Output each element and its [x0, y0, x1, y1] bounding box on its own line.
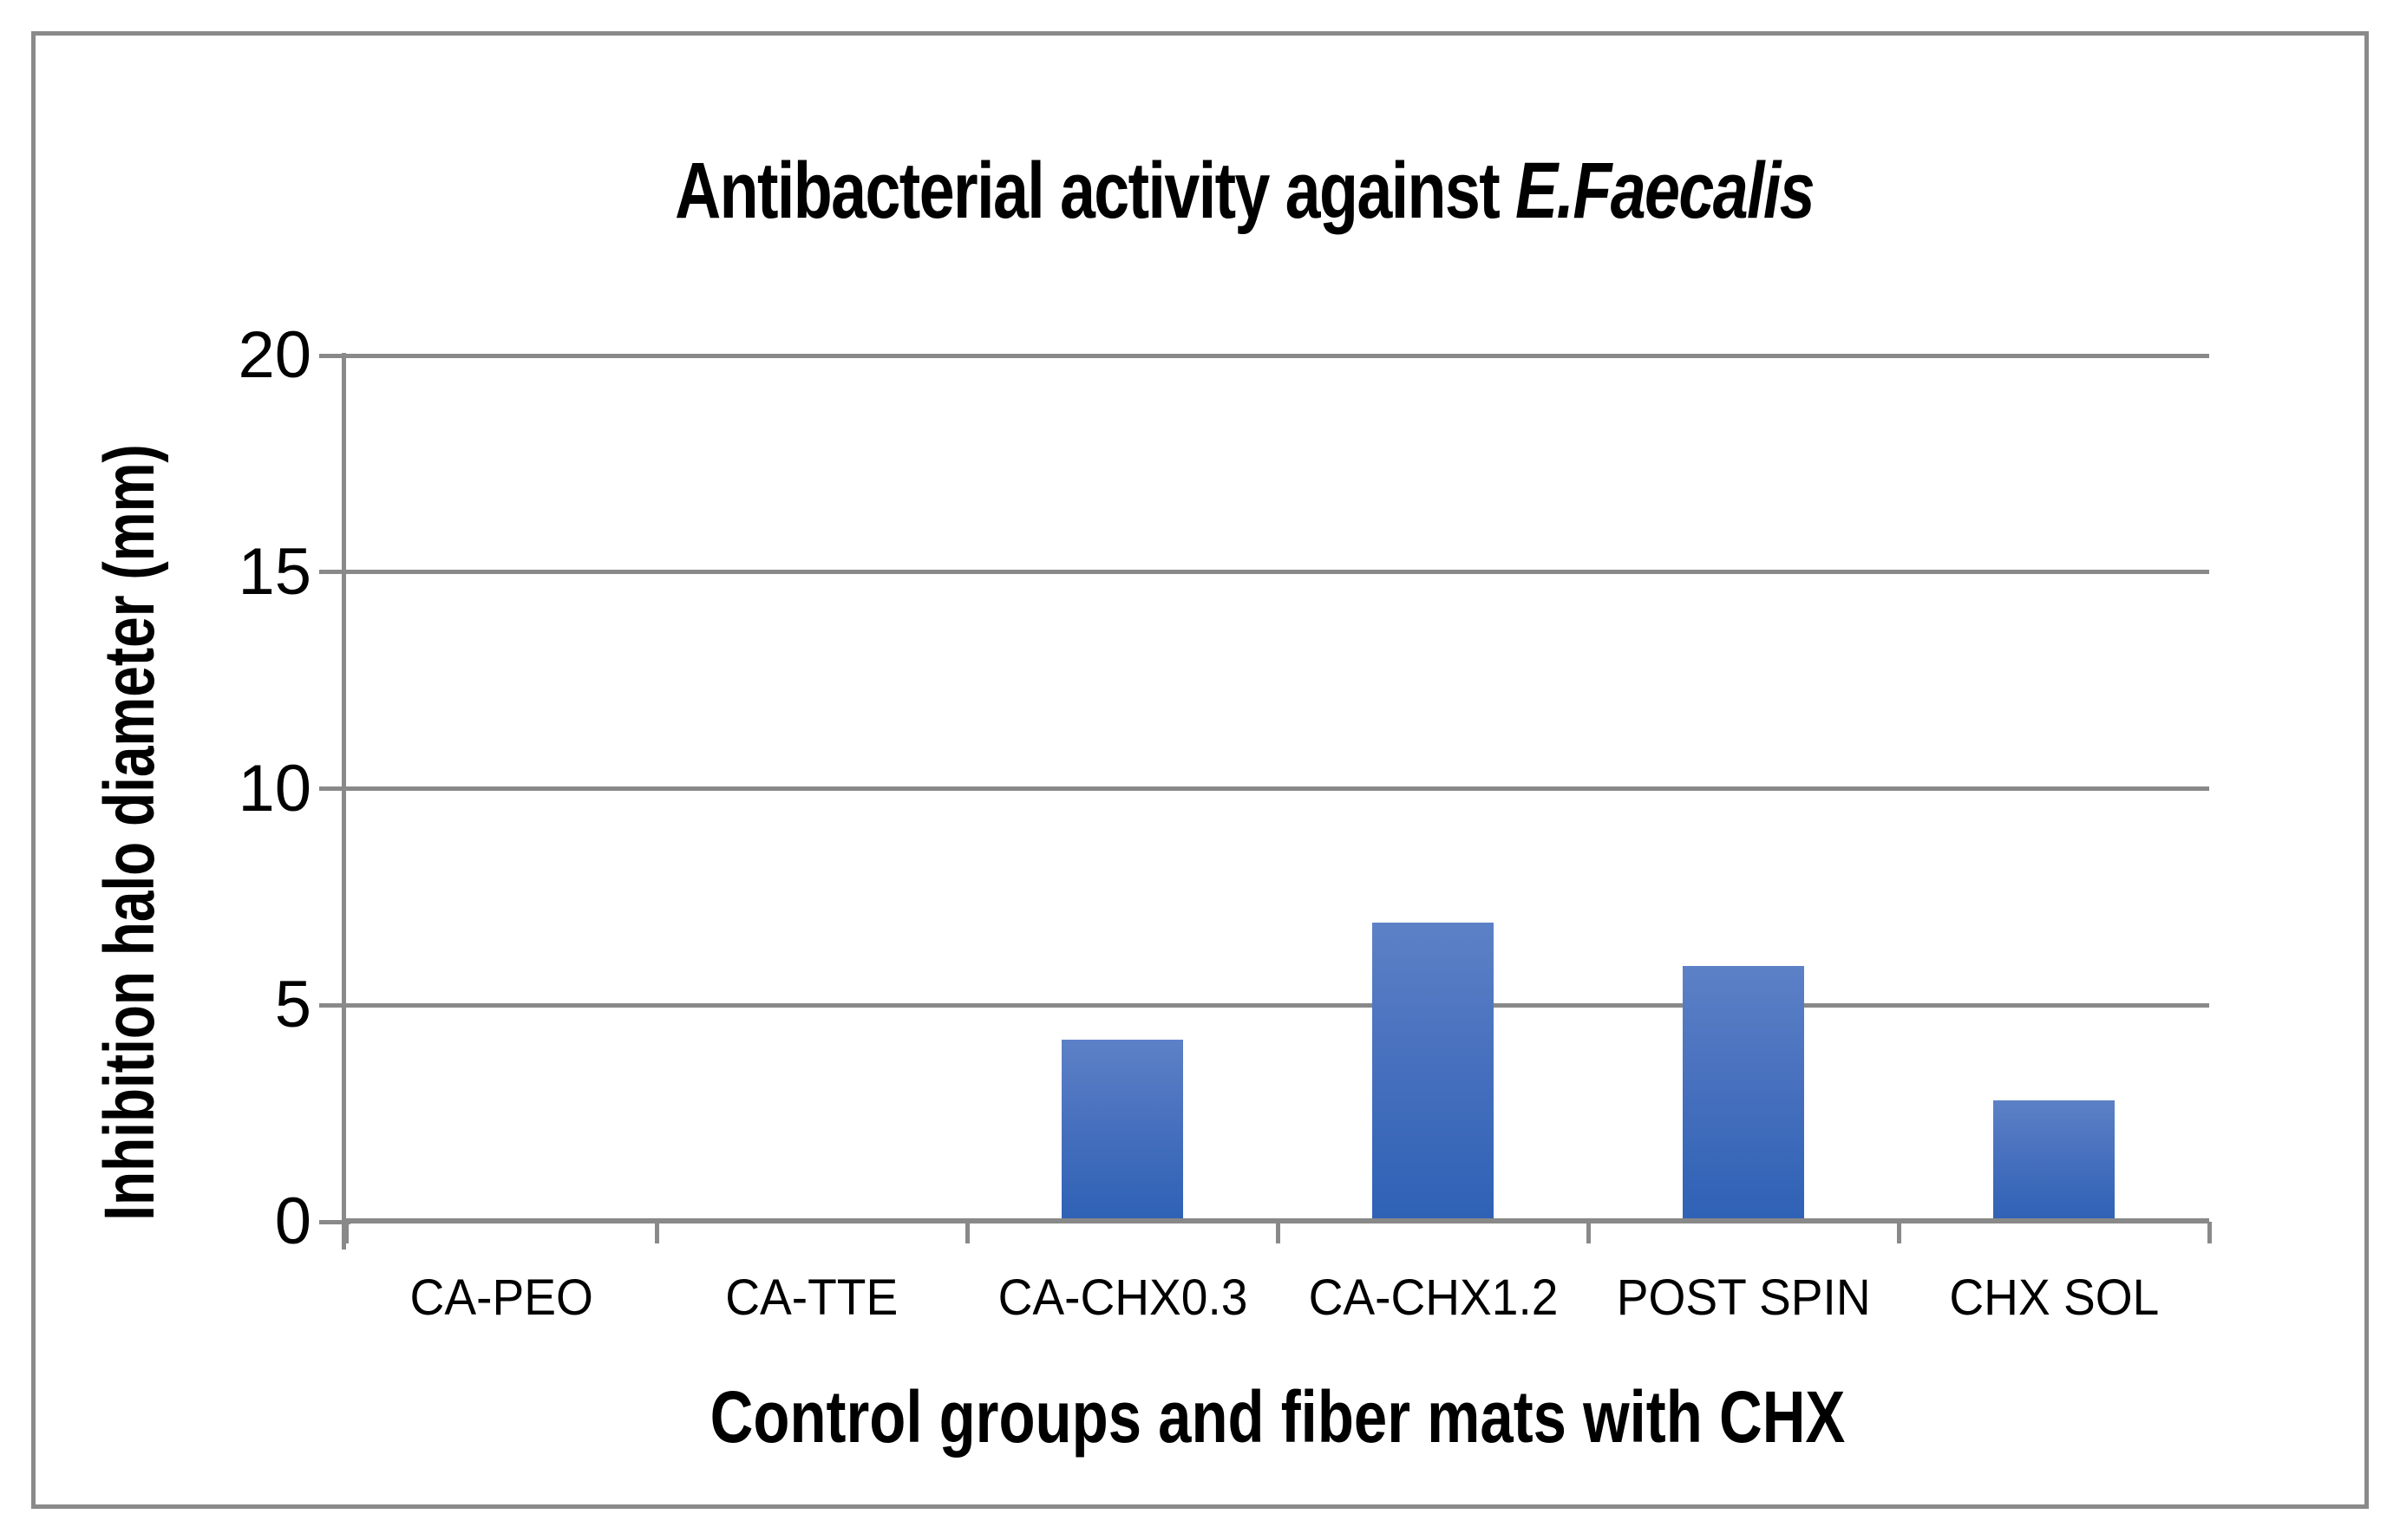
- gridline-y-20: [346, 353, 2209, 358]
- x-axis-tick-4: [1586, 1222, 1591, 1243]
- chart-title: Antibacterial activity against E.Faecali…: [286, 146, 2203, 238]
- x-axis-tick-6: [2207, 1222, 2212, 1243]
- bar-POST SPIN: [1683, 966, 1804, 1222]
- y-axis-tick-20: [319, 353, 350, 358]
- y-axis-tick-0: [319, 1219, 350, 1224]
- x-axis-tick-2: [965, 1222, 970, 1243]
- gridline-y-5: [346, 1002, 2209, 1008]
- x-axis-baseline: [346, 1218, 2209, 1224]
- category-label-CA-TTE: CA-TTE: [657, 1268, 967, 1328]
- x-axis-tick-0: [343, 1222, 349, 1243]
- category-label-CA-PEO: CA-PEO: [346, 1268, 657, 1328]
- y-axis-tick-10: [319, 786, 350, 791]
- y-axis-tick-15: [319, 570, 350, 575]
- x-axis-tick-1: [654, 1222, 659, 1243]
- x-axis-tick-5: [1896, 1222, 1901, 1243]
- plot-area: 0 5 10 15 20 CA-PEO CA-TTE CA-CHX0.3 CA-CHX1.2 PO…: [238, 321, 2212, 1326]
- category-label-text: CA-CHX1.2: [1308, 1269, 1558, 1326]
- y-tick-label-5: 5: [274, 968, 311, 1042]
- x-axis-title: Control groups and fiber mats with CHX: [585, 1375, 1970, 1459]
- category-label-text: CA-PEO: [409, 1269, 593, 1326]
- category-label-POST SPIN: POST SPIN: [1588, 1268, 1899, 1328]
- y-axis-tick-5: [319, 1002, 350, 1008]
- bar-CHX SOL: [1993, 1100, 2115, 1222]
- chart-title-italic-text: E.Faecalis: [1515, 147, 1815, 235]
- y-tick-label-10: 10: [238, 751, 311, 825]
- category-label-CHX SOL: CHX SOL: [1899, 1268, 2209, 1328]
- y-axis-line: [342, 353, 346, 1250]
- category-label-text: CHX SOL: [1949, 1269, 2159, 1326]
- category-label-text: CA-TTE: [725, 1269, 899, 1326]
- y-tick-label-20: 20: [238, 318, 311, 392]
- gridline-y-15: [346, 570, 2209, 575]
- category-label-text: CA-CHX0.3: [997, 1269, 1247, 1326]
- y-axis-title: Inhibition halo diameter (mm): [89, 335, 171, 1330]
- x-axis-title-text: Control groups and fiber mats with CHX: [710, 1376, 1846, 1458]
- y-tick-label-15: 15: [238, 534, 311, 609]
- y-tick-label-0: 0: [274, 1184, 311, 1258]
- bar-CA-CHX1.2: [1372, 923, 1494, 1222]
- category-label-CA-CHX0.3: CA-CHX0.3: [967, 1268, 1278, 1328]
- figure-border: [31, 31, 2369, 1509]
- category-label-text: POST SPIN: [1616, 1269, 1871, 1326]
- category-label-CA-CHX1.2: CA-CHX1.2: [1278, 1268, 1588, 1328]
- bar-CA-CHX0.3: [1062, 1040, 1183, 1222]
- x-axis-tick-3: [1275, 1222, 1280, 1243]
- gridline-y-10: [346, 786, 2209, 791]
- chart-title-text: Antibacterial activity against: [675, 147, 1516, 235]
